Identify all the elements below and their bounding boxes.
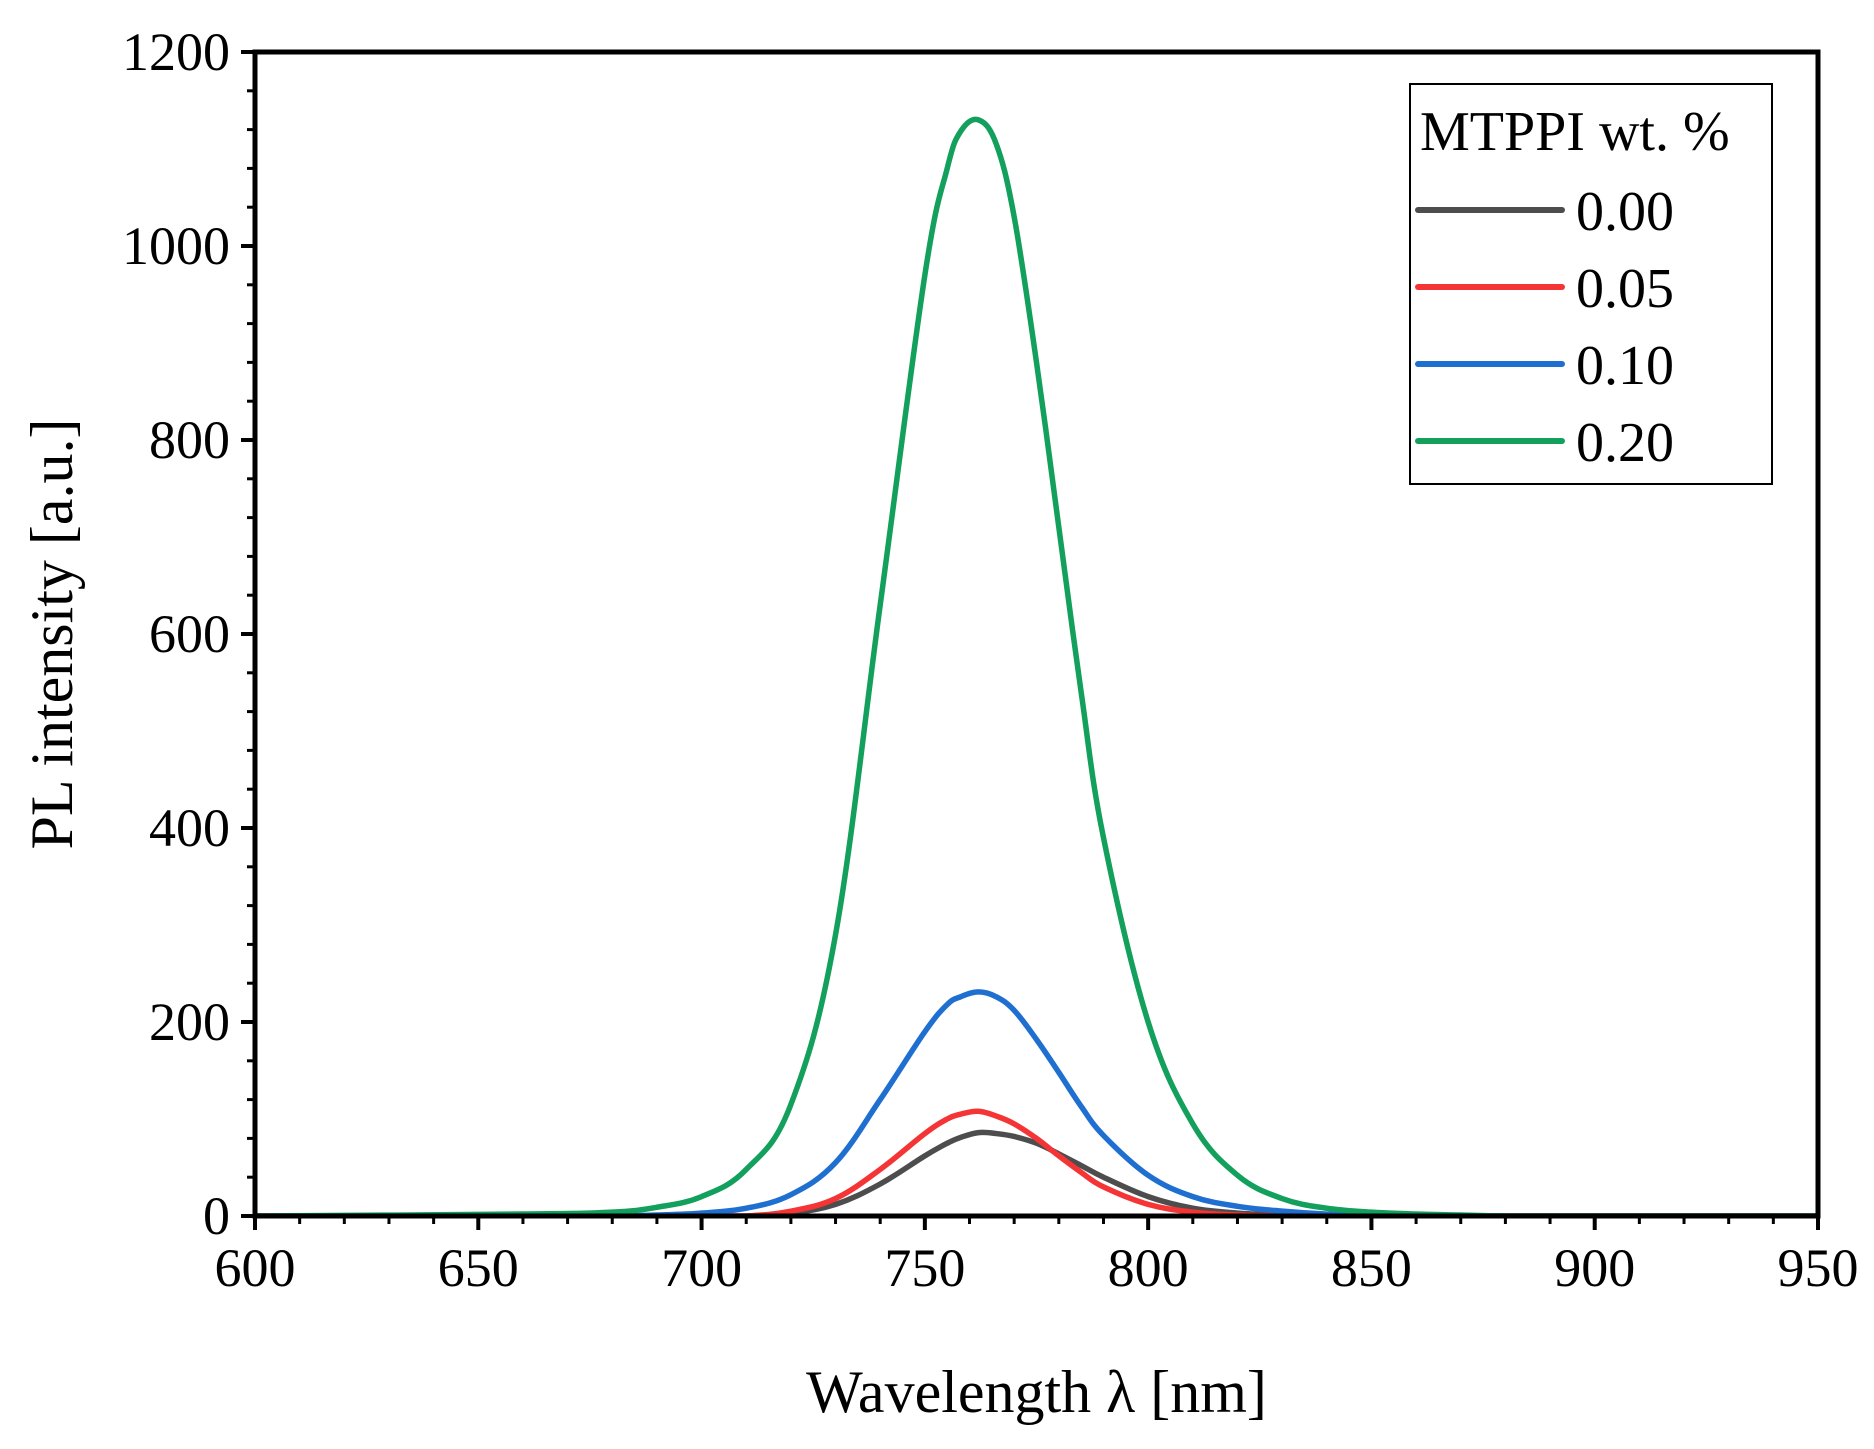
legend-label-1: 0.00	[1576, 181, 1674, 243]
axes-layer: 600 650 700 750 800 850 900 950 0 200 400 600 800 100…	[122, 22, 1859, 1298]
y-tick-label: 600	[149, 604, 230, 664]
legend-box	[1409, 83, 1773, 485]
x-tick-label: 900	[1554, 1238, 1635, 1298]
series-line-1	[255, 1129, 1818, 1216]
x-axis-label: Wavelength λ [nm]	[806, 1359, 1267, 1425]
x-tick-label: 850	[1331, 1238, 1412, 1298]
legend-title: MTPPI wt. %	[1420, 101, 1730, 163]
legend-label-3: 0.10	[1576, 335, 1674, 397]
y-tick-label: 400	[149, 798, 230, 858]
x-tick-label: 750	[884, 1238, 965, 1298]
x-tick-label: 700	[661, 1238, 742, 1298]
y-tick-label: 800	[149, 410, 230, 470]
y-tick-label: 0	[203, 1186, 230, 1246]
y-tick-label: 200	[149, 992, 230, 1052]
x-tick-label: 600	[215, 1238, 296, 1298]
y-axis-label: PL intensity [a.u.]	[19, 418, 85, 849]
series-line-2	[255, 1108, 1818, 1216]
legend-label-4: 0.20	[1576, 412, 1674, 474]
series-line-4	[255, 116, 1818, 1216]
y-tick-label: 1000	[122, 216, 230, 276]
x-tick-label: 800	[1108, 1238, 1189, 1298]
y-tick-label: 1200	[122, 22, 230, 82]
legend-label-2: 0.05	[1576, 258, 1674, 320]
x-tick-label: 650	[438, 1238, 519, 1298]
x-tick-label: 950	[1778, 1238, 1859, 1298]
series-line-3	[255, 989, 1818, 1216]
legend: MTPPI wt. % 0.00 0.05 0.10 0.20	[1409, 83, 1773, 485]
